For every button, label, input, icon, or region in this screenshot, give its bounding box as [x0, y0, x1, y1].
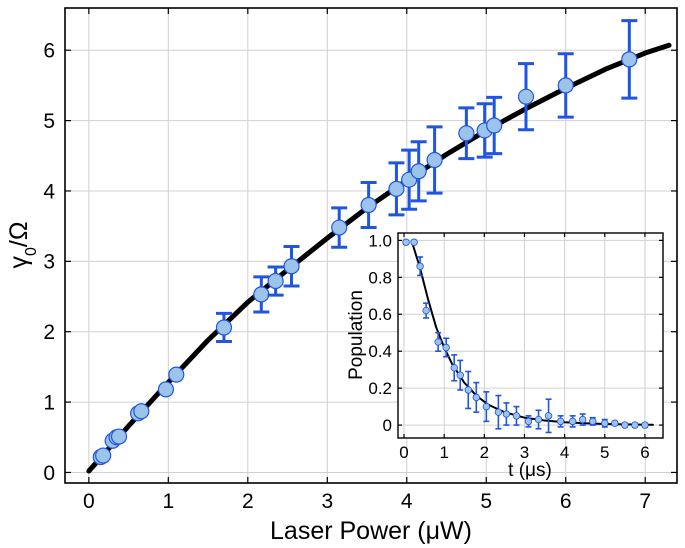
y-tick-label: 6: [43, 40, 55, 63]
data-point: [267, 272, 284, 290]
data-point: [512, 412, 521, 420]
data-point: [524, 417, 533, 426]
data-point: [578, 415, 587, 424]
x-tick-label: 4: [401, 490, 413, 513]
inset-grid: [398, 233, 663, 438]
data-point: [283, 258, 300, 275]
y-tick-label: 1: [43, 391, 55, 414]
x-tick-label: 7: [639, 490, 651, 513]
data-point: [450, 364, 458, 372]
y-tick-label: 0.8: [368, 268, 392, 287]
main-ticks: 0 1 2 3 4 5 6 7 0 1 2 3 4 5 6: [43, 8, 677, 513]
data-point: [472, 393, 480, 402]
x-tick-label: 6: [640, 443, 649, 462]
data-point: [442, 343, 450, 352]
data-point: [110, 428, 128, 445]
main-plot-frame: [64, 7, 678, 484]
main-x-axis-label: Laser Power (μW): [270, 517, 472, 545]
data-point: [557, 77, 574, 94]
data-point: [544, 412, 553, 420]
inset-plot-frame: [397, 232, 664, 439]
inset-background: [398, 233, 663, 438]
x-tick-label: 1: [162, 490, 174, 513]
data-point: [416, 262, 424, 270]
x-tick-label: 3: [520, 443, 529, 462]
data-point: [556, 417, 565, 426]
x-tick-label: 2: [480, 443, 489, 462]
y-tick-label: 2: [43, 321, 55, 344]
x-tick-label: 6: [560, 490, 572, 513]
x-tick-label: 0: [399, 443, 408, 462]
x-tick-label: 5: [480, 490, 492, 513]
inset-data-points: [402, 238, 649, 434]
data-point: [611, 419, 619, 427]
y-tick-label: 0: [43, 462, 55, 485]
data-point: [402, 238, 410, 246]
x-tick-label: 3: [321, 490, 333, 513]
data-point: [458, 125, 475, 142]
data-point: [133, 403, 150, 420]
data-point: [494, 408, 503, 416]
data-point: [621, 421, 629, 429]
data-point: [517, 88, 535, 105]
data-point: [486, 117, 503, 134]
main-fit-curve: [86, 42, 672, 474]
y-tick-label: 0: [383, 416, 392, 435]
data-point: [589, 417, 597, 426]
data-point: [601, 419, 609, 427]
data-point: [168, 366, 185, 383]
y-tick-label: 0.2: [368, 379, 392, 398]
fit-curve-line: [86, 42, 672, 474]
main-data-points: [92, 19, 638, 466]
data-point: [641, 421, 649, 429]
data-point: [426, 151, 443, 169]
data-point: [215, 319, 233, 336]
y-tick-label: 3: [43, 251, 55, 274]
data-point: [434, 338, 442, 346]
data-point: [464, 386, 472, 394]
data-point: [360, 196, 377, 214]
y-tick-label: 5: [43, 110, 55, 133]
main-y-axis-label: γ0/Ω: [5, 221, 40, 268]
x-tick-label: 5: [600, 443, 609, 462]
data-point: [422, 306, 430, 315]
data-point: [410, 238, 418, 246]
x-tick-label: 1: [439, 443, 448, 462]
inset-x-axis-label: t (μs): [508, 460, 552, 481]
data-point: [388, 180, 405, 197]
inset-chart: 0 1 2 3 4 5 6 0 0.2 0.4 0.6 0.8 1.0 t (μs) Populatio…: [346, 231, 664, 481]
x-tick-label: 2: [242, 490, 254, 513]
data-point: [631, 421, 639, 429]
data-point: [621, 51, 638, 68]
data-point: [568, 417, 577, 426]
data-point: [534, 415, 543, 424]
data-point: [95, 447, 112, 464]
data-point: [331, 219, 348, 236]
x-tick-label: 0: [83, 490, 95, 513]
data-point: [456, 371, 464, 379]
data-point: [253, 286, 270, 303]
inset-ticks: 0 1 2 3 4 5 6 0 0.2 0.4 0.6 0.8 1.0: [368, 231, 663, 462]
data-point: [410, 163, 427, 180]
data-point: [502, 410, 511, 418]
data-point: [157, 381, 175, 398]
x-tick-label: 4: [560, 443, 569, 462]
y-tick-label: 4: [43, 180, 55, 203]
y-tick-label: 0.6: [368, 305, 392, 324]
y-tick-label: 0.4: [368, 342, 392, 361]
y-tick-label: 1.0: [368, 231, 392, 250]
inset-y-axis-label: Population: [346, 290, 367, 380]
data-point: [482, 402, 491, 411]
